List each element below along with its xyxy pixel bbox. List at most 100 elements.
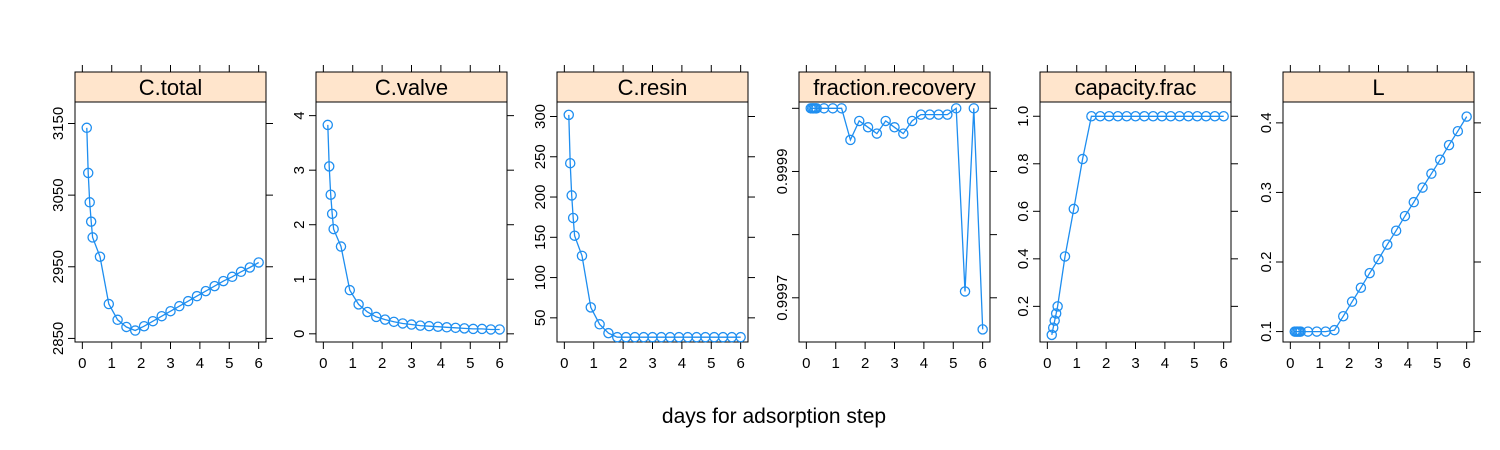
x-tick-label: 4 <box>196 355 204 372</box>
x-tick-label: 1 <box>1073 355 1081 372</box>
x-tick-label: 6 <box>1219 355 1227 372</box>
x-tick-label: 3 <box>890 355 898 372</box>
data-point <box>1364 267 1375 279</box>
x-tick-label: 3 <box>166 355 174 372</box>
data-point <box>1452 125 1464 137</box>
data-point <box>1295 326 1306 337</box>
data-point <box>942 109 953 120</box>
data-point <box>1373 253 1384 265</box>
data-point <box>1218 111 1229 122</box>
data-point <box>563 109 575 121</box>
data-point <box>103 298 115 310</box>
data-point <box>353 299 364 310</box>
y-tick-label: 1 <box>291 275 308 283</box>
data-point <box>880 115 891 127</box>
y-tick-label: 200 <box>532 185 549 210</box>
x-tick-label: 2 <box>1102 355 1110 372</box>
data-point <box>81 122 93 134</box>
x-tick-label: 4 <box>1404 355 1412 372</box>
data-point <box>1426 168 1437 179</box>
y-tick-label: 0.4 <box>1015 248 1032 269</box>
data-point <box>898 128 909 139</box>
panel-strip <box>315 71 508 103</box>
data-point <box>1337 311 1349 322</box>
panel-strip <box>556 71 749 103</box>
series-line <box>327 124 500 331</box>
data-point <box>1399 210 1411 222</box>
data-point <box>906 115 918 127</box>
x-tick-label: 4 <box>1161 355 1169 372</box>
data-point <box>566 190 577 201</box>
data-point <box>1390 225 1402 236</box>
x-tick-label: 6 <box>978 355 986 372</box>
data-point <box>156 310 167 322</box>
x-tick-label: 4 <box>437 355 445 372</box>
data-point <box>871 128 883 139</box>
data-point <box>1382 239 1393 250</box>
y-tick-label: 3150 <box>50 107 67 140</box>
x-tick-label: 0 <box>560 355 568 372</box>
data-point <box>182 295 194 307</box>
y-tick-label: 0.3 <box>1258 182 1275 203</box>
x-tick-label: 3 <box>1131 355 1139 372</box>
x-tick-label: 4 <box>920 355 928 372</box>
y-tick-label: 100 <box>532 265 549 290</box>
x-tick-label: 6 <box>1462 355 1470 372</box>
x-tick-label: 2 <box>137 355 145 372</box>
y-tick-label: 0 <box>291 330 308 338</box>
x-tick-label: 2 <box>378 355 386 372</box>
y-tick-label: 0.2 <box>1258 252 1275 273</box>
data-point <box>326 208 338 220</box>
x-tick-label: 5 <box>225 355 233 372</box>
y-tick-label: 3 <box>291 166 308 174</box>
data-point <box>567 212 579 224</box>
data-point <box>968 103 980 114</box>
data-point <box>1050 308 1062 319</box>
data-point <box>1461 111 1472 122</box>
x-tick-label: 6 <box>254 355 262 372</box>
data-point <box>1059 251 1071 262</box>
data-point <box>335 241 347 252</box>
x-tick-label: 1 <box>590 355 598 372</box>
data-point <box>121 321 132 333</box>
data-point <box>82 167 94 179</box>
data-point <box>811 103 822 114</box>
x-tick-label: 3 <box>407 355 415 372</box>
data-point <box>576 250 588 262</box>
y-tick-label: 2850 <box>50 322 67 355</box>
y-tick-label: 3050 <box>50 178 67 211</box>
data-point <box>1047 322 1059 333</box>
data-point <box>594 319 605 330</box>
data-point <box>253 257 264 268</box>
data-point <box>1077 153 1088 165</box>
data-point <box>735 331 746 343</box>
data-point <box>129 325 141 336</box>
panel-6: L 0 1 2 3 4 5 6 0.1 0.2 0.3 0.4 <box>1258 65 1481 372</box>
data-point <box>585 302 597 313</box>
data-point <box>564 157 576 169</box>
y-tick-label: 0.6 <box>1015 201 1032 222</box>
data-point <box>191 290 203 302</box>
y-tick-label: 50 <box>532 309 549 326</box>
data-point <box>85 216 97 227</box>
panel-title: L <box>1372 75 1384 100</box>
data-point <box>1068 203 1080 215</box>
data-point <box>328 223 339 235</box>
panel-3: C.resin 0 1 2 3 4 5 6 50 100 150 200 250 300 <box>532 65 755 372</box>
panel-frame <box>1039 101 1232 343</box>
data-point <box>226 271 238 283</box>
x-tick-label: 6 <box>495 355 503 372</box>
x-tick-label: 1 <box>108 355 116 372</box>
panel-title: fraction.recovery <box>813 75 976 100</box>
data-point <box>494 324 505 335</box>
y-tick-label: 0.9997 <box>774 275 791 321</box>
y-tick-label: 300 <box>532 104 549 129</box>
data-point <box>1049 315 1060 326</box>
data-point <box>1408 196 1420 208</box>
data-point <box>174 300 185 312</box>
panel-2: C.valve 0 1 2 3 4 5 6 0 1 2 3 4 <box>291 65 514 372</box>
data-point <box>165 305 176 317</box>
data-point <box>977 324 988 335</box>
